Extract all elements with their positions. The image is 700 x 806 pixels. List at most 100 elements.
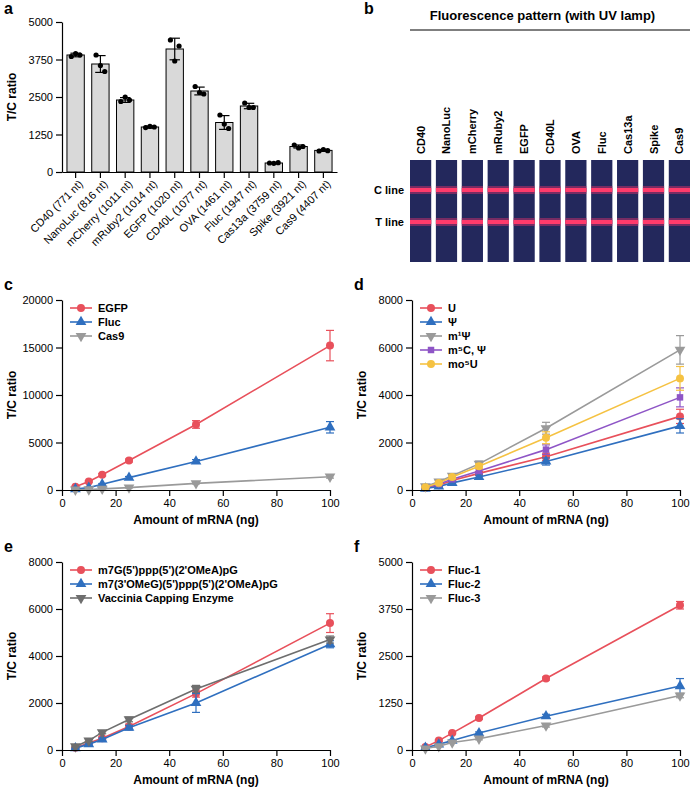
band-glow [514,218,535,226]
legend-item: Fluc-3 [420,592,480,604]
strip-label: mCherry [466,108,478,154]
tick: 100 [321,750,339,769]
error-bar-cap [326,647,334,648]
bar [216,123,233,173]
tick-label: 0 [397,744,403,756]
error-bar-cap [542,444,550,445]
marker [326,619,334,627]
tick-label: 3750 [379,603,403,615]
error-bar-cap [676,364,684,365]
series [420,692,685,754]
tick-label: 0 [409,757,415,769]
marker [433,479,444,488]
legend-marker [77,304,85,312]
tick-mark [56,59,62,60]
marker [675,347,686,356]
strip-label: CD40L [544,119,556,154]
series [421,601,684,751]
tick: 40 [164,750,176,769]
tick: 15000 [22,342,62,354]
replicate-point [300,144,305,149]
tick: 2000 [379,437,412,449]
bar [141,127,158,172]
strip [617,160,638,262]
axis: 020406080100 [59,490,339,509]
band [539,188,560,192]
legend-item: m¹Ψ [420,330,470,342]
legend-marker [427,360,435,368]
legend-label: Fluc-3 [448,592,480,604]
tick-label: 0 [409,497,415,509]
replicate-point [193,84,198,89]
figure: 01250250037505000CD40 (771 nt)NanoLuc (8… [0,0,700,806]
legend: m7G(5')ppp(5')(2'OMeA)pGm7(3'OMeG)(5')pp… [70,564,278,604]
band [488,220,509,224]
series [70,636,335,753]
tick-label: 0 [47,166,53,178]
replicate-point [69,54,74,59]
band-glow [410,218,431,226]
error-bar-cap [192,712,200,713]
line [425,695,680,748]
replicate-point [123,94,128,99]
replicate-point [217,112,222,117]
line [75,346,330,487]
marker [325,421,336,430]
strip-label: NanoLuc [440,107,452,154]
marker [191,697,202,706]
band-glow [436,186,457,194]
marker [475,462,483,470]
marker [420,483,431,492]
legend-item: m7(3'OMeG)(5')ppp(5')(2'OMeA)pG [70,578,278,590]
replicate-point [152,124,157,129]
strip-label: mRuby2 [492,111,504,154]
bar [240,106,257,172]
tick-label: 10000 [22,389,53,401]
tick: 80 [621,490,633,509]
tick-mark [115,490,116,496]
band-glow [410,186,431,194]
tick-label: 60 [567,497,579,509]
legend-label: Fluc-1 [448,564,480,576]
tick-label: 60 [567,757,579,769]
tick-mark [330,750,331,756]
error-bar-cap [676,406,684,407]
tick-label: 0 [59,757,65,769]
line [425,686,680,748]
tick-label: 100 [321,497,339,509]
band-glow [617,218,638,226]
tick-label: 1250 [29,129,53,141]
legend-label: Cas9 [98,330,124,342]
error-bar-cap [326,432,334,433]
marker [191,480,202,489]
tick: 0 [47,166,62,178]
marker [675,680,686,689]
strip-label: EGFP [518,124,530,154]
marker [447,739,458,748]
band-glow [617,186,638,194]
tick: 80 [271,490,283,509]
replicate-point [226,126,231,131]
error-bar-cap [676,366,684,367]
series [421,367,684,492]
tick-label: 80 [271,757,283,769]
bar [117,100,134,172]
tick: 6000 [29,603,62,615]
x-axis-title: Amount of mRNA (ng) [483,513,609,527]
marker [70,487,81,496]
tick-label: 20 [460,757,472,769]
tick-label: 6000 [29,603,53,615]
marker [125,457,133,465]
tick-label: 2500 [379,650,403,662]
error-bar-cap [326,635,334,636]
tick: 0 [409,490,415,509]
tick-mark [466,750,467,756]
legend-item: Ψ [420,316,457,328]
axis-line [62,301,63,491]
legend-marker [426,316,437,325]
band [669,188,690,192]
error-bar-cap [326,330,334,331]
tick-label: 15000 [22,342,53,354]
replicate-point [172,58,177,63]
plot-area [420,336,685,493]
